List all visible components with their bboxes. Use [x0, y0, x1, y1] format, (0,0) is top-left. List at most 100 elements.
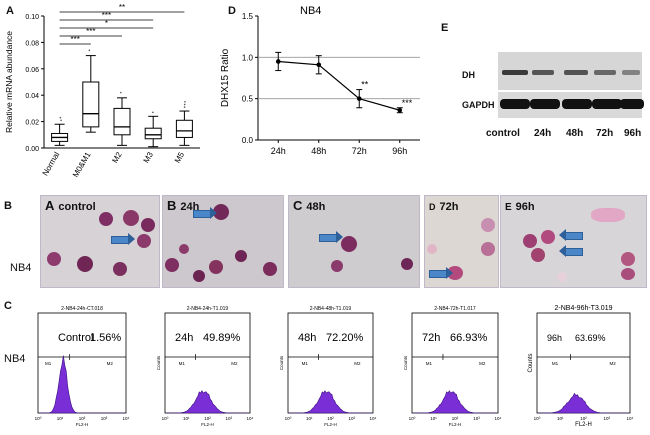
- flow-x-tick-label: 10²: [580, 416, 587, 421]
- data-point-96h: [397, 108, 402, 113]
- x-tick-label: M3: [142, 150, 156, 165]
- flow-x-tick-label: 10²: [204, 416, 211, 421]
- micro-row-label: NB4: [10, 262, 31, 274]
- flow-gate-label: M1: [552, 361, 559, 366]
- cell-arrow: [565, 232, 583, 240]
- flow-x-axis-label: FL2-H: [76, 422, 89, 427]
- micro-tag: Acontrol: [45, 198, 96, 213]
- flow-file-name: 2-NB4-72h-T1.017: [434, 306, 476, 312]
- blot-lane-label: 48h: [566, 128, 583, 139]
- micro-photo-24h: B 24h: [162, 195, 284, 288]
- y-tick-label: 1.5: [242, 12, 254, 21]
- blot-lane-label: 96h: [624, 128, 641, 139]
- y-tick-label: 0.06: [25, 67, 39, 74]
- blot-row-label-gapdh: GAPDH: [462, 100, 495, 110]
- x-tick-label: Normal: [41, 150, 62, 177]
- flow-percent-value: 1.56%: [90, 332, 121, 344]
- flow-gate-label: M2: [479, 361, 486, 366]
- flow-gate-label: M2: [354, 361, 361, 366]
- significance-star: **: [361, 80, 369, 90]
- box-outlier: [120, 92, 122, 94]
- significance-star: ***: [402, 98, 413, 108]
- y-tick-label: 0.08: [25, 40, 39, 47]
- flow-file-name: 2-NB4-48h-T1.019: [310, 306, 352, 312]
- panel-label-b: B: [4, 200, 12, 212]
- flow-gate-label: M1: [179, 361, 186, 366]
- blot-lane-label: control: [486, 128, 520, 139]
- flow-x-tick-label: 10¹: [430, 416, 437, 421]
- blot-band-dh: [594, 70, 616, 75]
- flow-x-tick-label: 10³: [225, 416, 232, 421]
- y-axis-label: Relative mRNA abundance: [4, 31, 14, 133]
- flow-x-tick-label: 10¹: [183, 416, 190, 421]
- y-tick-label: 0.04: [25, 93, 39, 100]
- blot-lane-label: 24h: [534, 128, 551, 139]
- y-axis-label: DHX15 Ratio: [220, 48, 231, 107]
- flow-x-tick-label: 10²: [452, 416, 459, 421]
- flow-y-axis-label: Counts: [156, 355, 161, 370]
- blot-band-gapdh: [620, 99, 644, 109]
- flow-x-tick-label: 10³: [473, 416, 480, 421]
- blot-band-gapdh: [592, 99, 622, 109]
- flow-x-tick-label: 10²: [327, 416, 334, 421]
- data-point-24h: [276, 59, 281, 64]
- flow-condition-label: 96h: [547, 333, 562, 343]
- blot-band-gapdh: [562, 99, 592, 109]
- y-tick-label: 0.5: [242, 95, 254, 104]
- flow-x-tick-label: 10²: [79, 416, 86, 421]
- x-tick-label: 96h: [392, 146, 407, 156]
- blot-band-gapdh: [530, 99, 560, 109]
- flow-x-tick-label: 10⁴: [627, 416, 634, 421]
- x-tick-label: M5: [173, 150, 187, 165]
- flow-x-axis-label: FL2-H: [201, 422, 214, 427]
- cell-arrow: [429, 270, 447, 278]
- flow-condition-label: 24h: [175, 332, 193, 344]
- flow-x-tick-label: 10⁴: [370, 416, 377, 421]
- flow-gate-label: M1: [302, 361, 309, 366]
- micro-tag: D 72h: [429, 198, 458, 213]
- micro-photo-72h: D 72h: [424, 195, 499, 288]
- flow-gate-label: M2: [610, 361, 617, 366]
- blot-band-dh: [622, 70, 640, 75]
- flow-x-axis-label: FL2-H: [575, 422, 592, 428]
- x-tick-label: 48h: [311, 146, 326, 156]
- flow-file-name: 2-NB4-24h-CT.018: [61, 306, 103, 312]
- blot-band-dh: [564, 70, 588, 75]
- flow-file-name: 2-NB4-96h-T3.019: [555, 305, 613, 312]
- box-outlier: [184, 104, 186, 106]
- y-tick-label: 1.0: [242, 53, 254, 62]
- y-tick-label: 0.02: [25, 120, 39, 127]
- flow-x-tick-label: 10⁴: [123, 416, 130, 421]
- box-M5: [176, 120, 192, 137]
- flow-percent-value: 72.20%: [326, 332, 364, 344]
- y-tick-label: 0.10: [25, 14, 39, 21]
- flow-y-axis-label: Counts: [403, 355, 408, 370]
- flow-percent-value: 66.93%: [450, 332, 488, 344]
- flow-x-tick-label: 10³: [348, 416, 355, 421]
- box-outlier: [89, 50, 91, 52]
- box-outlier: [60, 117, 62, 119]
- flow-x-tick-label: 10⁰: [162, 416, 169, 421]
- flow-gate-label: M1: [45, 361, 52, 366]
- box-M0&M1: [83, 82, 99, 127]
- flow-x-axis-label: FL2-H: [449, 422, 462, 427]
- flow-x-axis-label: FL2-H: [324, 422, 337, 427]
- flow-y-axis-label: Counts: [279, 355, 284, 370]
- flow-x-tick-label: 10⁰: [285, 416, 292, 421]
- flow-file-name: 2-NB4-24h-T1.019: [187, 306, 229, 312]
- flow-gate-label: M2: [107, 361, 114, 366]
- box-M2: [114, 108, 130, 134]
- data-series-line: [278, 61, 400, 110]
- cell-arrow: [319, 234, 337, 242]
- flow-condition-label: 48h: [298, 332, 316, 344]
- flow-x-tick-label: 10⁰: [409, 416, 416, 421]
- x-tick-label: M2: [110, 150, 124, 165]
- blot-lane-label: 72h: [596, 128, 613, 139]
- micro-photo-96h: E 96h: [500, 195, 647, 288]
- cell-arrow: [111, 236, 129, 244]
- x-tick-label: 72h: [352, 146, 367, 156]
- flow-x-tick-label: 10¹: [557, 416, 564, 421]
- blot-band-dh: [502, 70, 528, 75]
- box-outlier: [60, 119, 62, 121]
- y-tick-label: 0.0: [242, 136, 254, 145]
